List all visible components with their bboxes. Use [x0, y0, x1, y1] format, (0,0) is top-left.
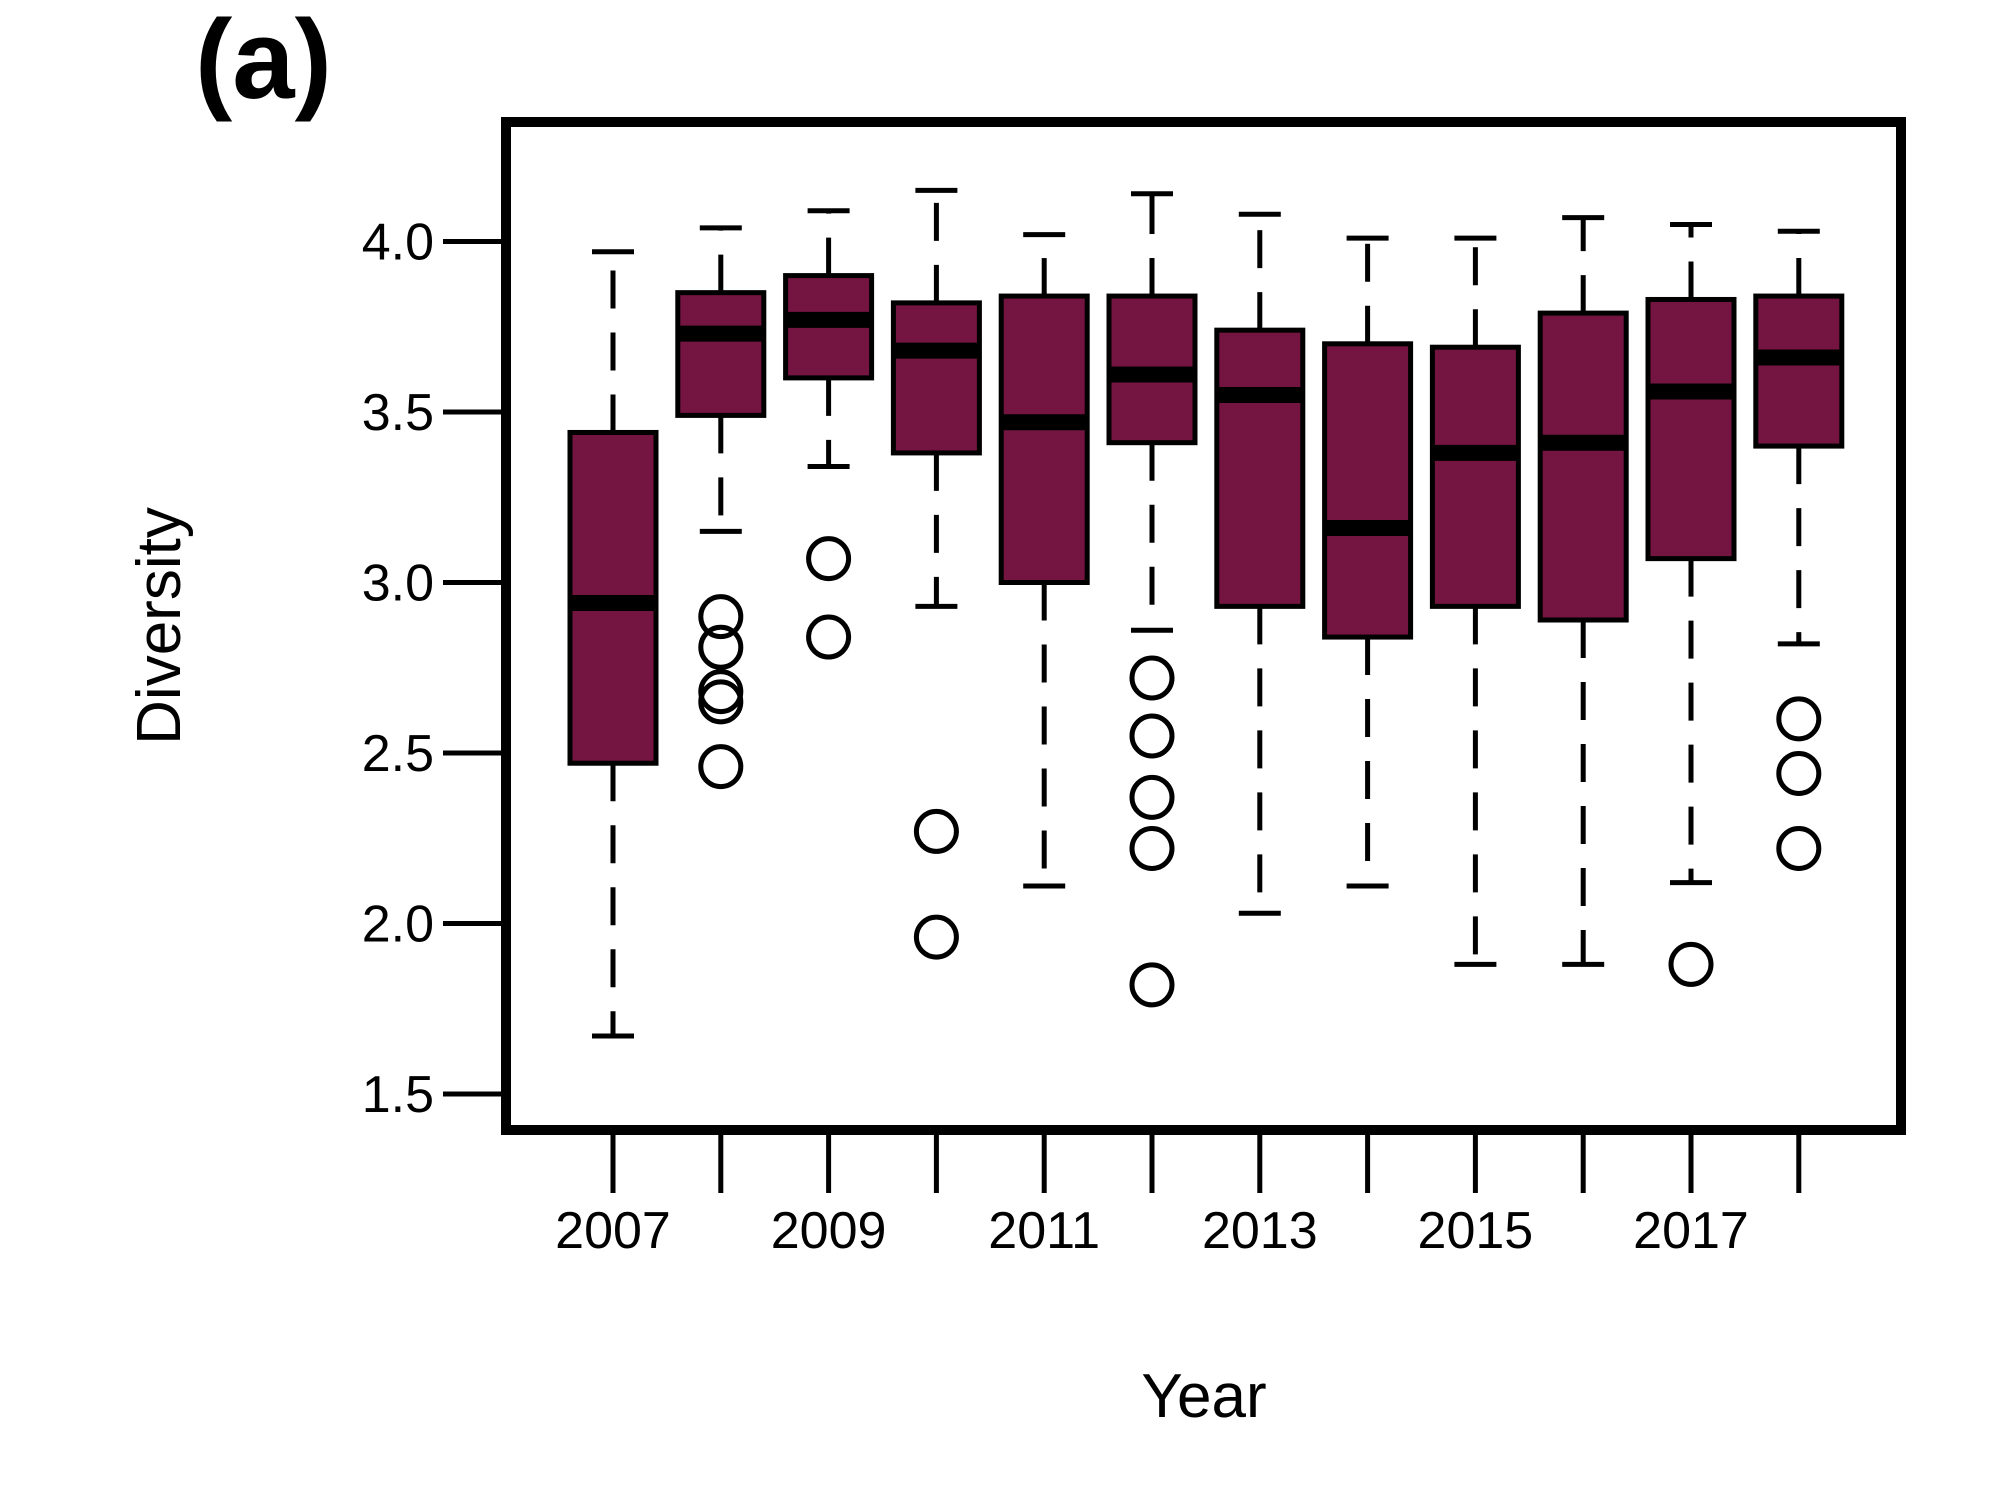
outlier-point	[1129, 774, 1175, 820]
iqr-box	[1753, 293, 1845, 449]
y-tick-label: 3.0	[362, 555, 434, 613]
y-tick-label: 2.5	[362, 725, 434, 783]
iqr-box	[1322, 341, 1414, 640]
box-2015	[1429, 235, 1521, 967]
y-axis-title: Diversity	[125, 507, 194, 745]
x-tick-label: 2009	[771, 1202, 887, 1260]
y-axis: 1.5 2.0 2.5 3.0 3.5 4.0	[362, 214, 506, 1124]
x-tick-label: 2011	[988, 1202, 1100, 1260]
x-axis: 2007 2009 2011 2013 2015 2017	[555, 1130, 1802, 1260]
outlier-point	[698, 679, 744, 725]
iqr-box	[1537, 310, 1629, 623]
outlier-point	[913, 914, 959, 960]
iqr-box	[1429, 344, 1521, 609]
outlier-point	[698, 669, 744, 715]
outlier-point	[1776, 696, 1822, 742]
box-series	[567, 187, 1845, 1039]
box-2007	[567, 249, 659, 1039]
outlier-point	[1129, 655, 1175, 701]
y-tick-label: 3.5	[362, 384, 434, 442]
box-2016	[1537, 215, 1629, 967]
outlier-point	[1129, 825, 1175, 871]
outlier-point	[1776, 750, 1822, 796]
iqr-box	[1645, 296, 1737, 562]
box-2009	[783, 208, 875, 660]
outlier-point	[1776, 825, 1822, 871]
box-2010	[890, 187, 982, 960]
box-2008	[675, 225, 767, 790]
outlier-point	[806, 614, 852, 660]
box-2011	[998, 232, 1090, 889]
iqr-box	[675, 290, 767, 418]
outlier-point	[806, 536, 852, 582]
iqr-box	[890, 300, 982, 456]
outlier-point	[698, 744, 744, 790]
outlier-point	[1129, 713, 1175, 759]
x-tick-label: 2007	[555, 1202, 671, 1260]
iqr-box	[998, 293, 1090, 585]
plot-frame	[501, 117, 1906, 1135]
panel-label: (a)	[195, 0, 332, 122]
box-2012	[1106, 191, 1198, 1008]
box-2013	[1214, 211, 1306, 916]
box-2018	[1753, 228, 1845, 871]
outlier-point	[698, 624, 744, 670]
box-2017	[1645, 221, 1737, 987]
y-tick-label: 2.0	[362, 896, 434, 954]
iqr-box	[1214, 327, 1306, 609]
outlier-point	[913, 808, 959, 854]
box-2014	[1322, 235, 1414, 889]
y-tick-label: 1.5	[362, 1066, 434, 1124]
y-tick-label: 4.0	[362, 214, 434, 272]
outlier-point	[1668, 941, 1714, 987]
x-tick-label: 2017	[1633, 1202, 1749, 1260]
outlier-point	[698, 594, 744, 640]
outlier-point	[1129, 962, 1175, 1008]
x-tick-label: 2015	[1418, 1202, 1534, 1260]
x-tick-label: 2013	[1202, 1202, 1318, 1260]
x-axis-title: Year	[1141, 1362, 1266, 1431]
